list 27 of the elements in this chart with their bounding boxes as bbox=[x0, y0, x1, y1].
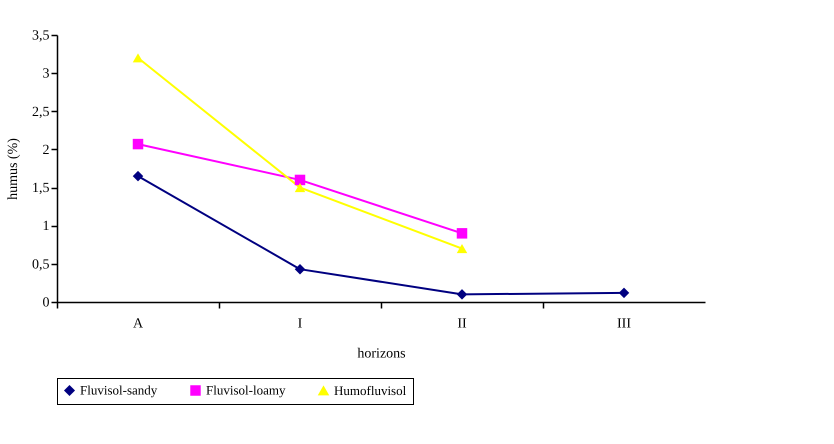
y-tick-label: 3,5 bbox=[32, 28, 50, 44]
y-tick-label: 1 bbox=[42, 219, 50, 234]
y-tick-label: 0,5 bbox=[32, 257, 50, 272]
x-tick-label: II bbox=[457, 316, 467, 332]
y-tick-label: 2 bbox=[42, 142, 50, 158]
y-tick-label: 2,5 bbox=[32, 104, 50, 120]
y-axis-title: humus (%) bbox=[6, 138, 21, 200]
y-tick-label: 1,5 bbox=[32, 181, 50, 196]
legend-label: Humofluvisol bbox=[334, 382, 407, 398]
point bbox=[132, 53, 144, 62]
point bbox=[618, 288, 630, 298]
point bbox=[294, 183, 306, 192]
x-tick-label: III bbox=[617, 316, 632, 332]
x-tick-label: I bbox=[298, 316, 303, 332]
point bbox=[294, 264, 306, 274]
point bbox=[456, 289, 468, 300]
point bbox=[456, 228, 468, 239]
legend-label: Fluvisol-loamy bbox=[206, 382, 286, 398]
point bbox=[294, 174, 306, 186]
x-axis-title: horizons bbox=[357, 346, 406, 362]
legend-label: Fluvisol-sandy bbox=[80, 382, 158, 398]
y-tick-label: 3 bbox=[42, 66, 50, 82]
y-tick-label: 0 bbox=[42, 296, 50, 310]
point bbox=[456, 244, 468, 254]
point bbox=[132, 170, 144, 182]
point bbox=[132, 138, 144, 150]
x-tick-label: A bbox=[132, 316, 144, 332]
